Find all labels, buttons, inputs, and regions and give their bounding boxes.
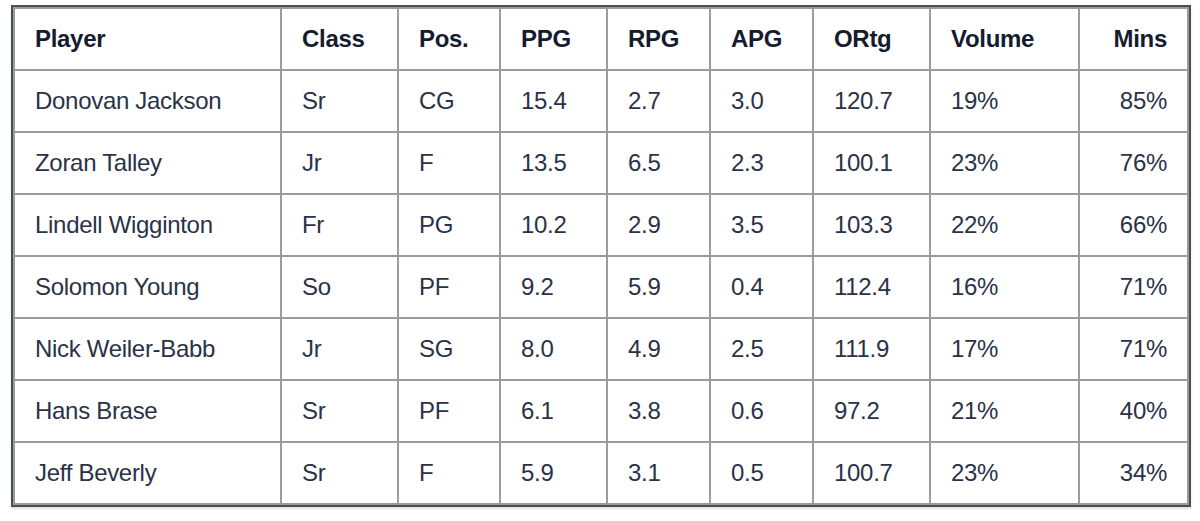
cell-ppg: 8.0 [500, 318, 607, 380]
cell-apg: 0.5 [710, 442, 813, 504]
cell-apg: 0.4 [710, 256, 813, 318]
cell-class: Jr [281, 318, 398, 380]
table-row: Donovan JacksonSrCG15.42.73.0120.719%85% [14, 70, 1188, 132]
cell-player: Lindell Wigginton [14, 194, 281, 256]
cell-mins: 76% [1079, 132, 1188, 194]
cell-pos: F [398, 442, 500, 504]
cell-apg: 2.5 [710, 318, 813, 380]
cell-volume: 21% [930, 380, 1079, 442]
column-header-ppg: PPG [500, 8, 607, 70]
stats-table: PlayerClassPos.PPGRPGAPGORtgVolumeMins D… [13, 7, 1189, 505]
cell-rpg: 3.8 [607, 380, 710, 442]
cell-pos: CG [398, 70, 500, 132]
cell-rpg: 2.9 [607, 194, 710, 256]
table-row: Lindell WiggintonFrPG10.22.93.5103.322%6… [14, 194, 1188, 256]
cell-rpg: 3.1 [607, 442, 710, 504]
cell-mins: 34% [1079, 442, 1188, 504]
table-row: Hans BraseSrPF6.13.80.697.221%40% [14, 380, 1188, 442]
cell-volume: 23% [930, 132, 1079, 194]
table-row: Zoran TalleyJrF13.56.52.3100.123%76% [14, 132, 1188, 194]
column-header-class: Class [281, 8, 398, 70]
cell-mins: 71% [1079, 256, 1188, 318]
cell-player: Zoran Talley [14, 132, 281, 194]
cell-ortg: 120.7 [813, 70, 930, 132]
cell-ppg: 5.9 [500, 442, 607, 504]
cell-ortg: 103.3 [813, 194, 930, 256]
cell-player: Jeff Beverly [14, 442, 281, 504]
cell-ppg: 6.1 [500, 380, 607, 442]
cell-class: Fr [281, 194, 398, 256]
cell-volume: 22% [930, 194, 1079, 256]
table-row: Nick Weiler-BabbJrSG8.04.92.5111.917%71% [14, 318, 1188, 380]
cell-ortg: 97.2 [813, 380, 930, 442]
column-header-mins: Mins [1079, 8, 1188, 70]
cell-rpg: 6.5 [607, 132, 710, 194]
cell-pos: PG [398, 194, 500, 256]
cell-pos: PF [398, 380, 500, 442]
cell-class: Sr [281, 380, 398, 442]
table-row: Jeff BeverlySrF5.93.10.5100.723%34% [14, 442, 1188, 504]
cell-volume: 19% [930, 70, 1079, 132]
page: PlayerClassPos.PPGRPGAPGORtgVolumeMins D… [0, 0, 1200, 521]
cell-apg: 2.3 [710, 132, 813, 194]
cell-player: Donovan Jackson [14, 70, 281, 132]
column-header-pos: Pos. [398, 8, 500, 70]
column-header-player: Player [14, 8, 281, 70]
cell-rpg: 5.9 [607, 256, 710, 318]
cell-class: So [281, 256, 398, 318]
cell-mins: 66% [1079, 194, 1188, 256]
header-row: PlayerClassPos.PPGRPGAPGORtgVolumeMins [14, 8, 1188, 70]
cell-pos: F [398, 132, 500, 194]
cell-ortg: 111.9 [813, 318, 930, 380]
column-header-rpg: RPG [607, 8, 710, 70]
table-row: Solomon YoungSoPF9.25.90.4112.416%71% [14, 256, 1188, 318]
cell-ortg: 100.1 [813, 132, 930, 194]
cell-class: Jr [281, 132, 398, 194]
cell-ortg: 100.7 [813, 442, 930, 504]
cell-class: Sr [281, 70, 398, 132]
column-header-apg: APG [710, 8, 813, 70]
cell-ppg: 10.2 [500, 194, 607, 256]
cell-mins: 71% [1079, 318, 1188, 380]
cell-apg: 3.5 [710, 194, 813, 256]
cell-rpg: 2.7 [607, 70, 710, 132]
cell-volume: 17% [930, 318, 1079, 380]
cell-class: Sr [281, 442, 398, 504]
stats-table-frame: PlayerClassPos.PPGRPGAPGORtgVolumeMins D… [11, 5, 1191, 507]
cell-apg: 0.6 [710, 380, 813, 442]
cell-ppg: 15.4 [500, 70, 607, 132]
column-header-ortg: ORtg [813, 8, 930, 70]
cell-apg: 3.0 [710, 70, 813, 132]
cell-pos: SG [398, 318, 500, 380]
cell-rpg: 4.9 [607, 318, 710, 380]
cell-ortg: 112.4 [813, 256, 930, 318]
cell-player: Nick Weiler-Babb [14, 318, 281, 380]
cell-pos: PF [398, 256, 500, 318]
cell-ppg: 13.5 [500, 132, 607, 194]
cell-mins: 85% [1079, 70, 1188, 132]
cell-volume: 16% [930, 256, 1079, 318]
cell-mins: 40% [1079, 380, 1188, 442]
cell-player: Hans Brase [14, 380, 281, 442]
cell-ppg: 9.2 [500, 256, 607, 318]
cell-volume: 23% [930, 442, 1079, 504]
cell-player: Solomon Young [14, 256, 281, 318]
column-header-volume: Volume [930, 8, 1079, 70]
